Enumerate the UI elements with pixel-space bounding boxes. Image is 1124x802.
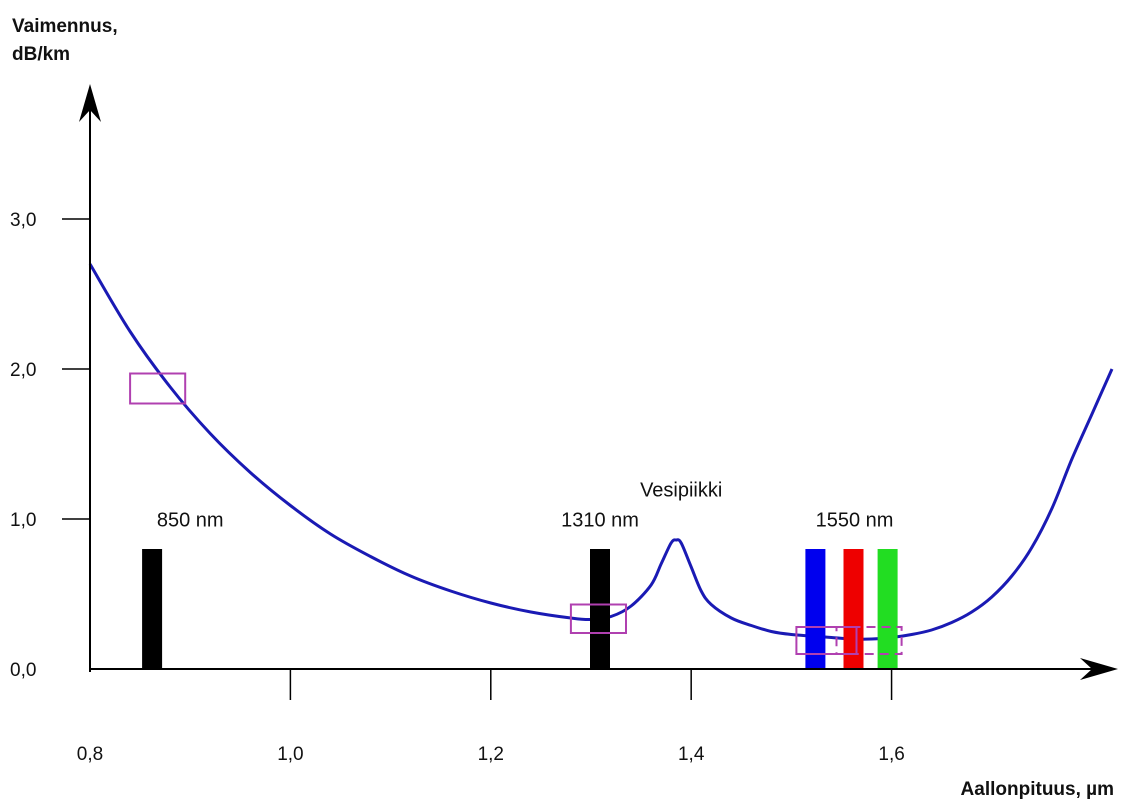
annotation-3: 1550 nm (816, 510, 894, 532)
x-tick-label-0: 0,8 (77, 744, 103, 765)
annotation-0: 850 nm (157, 510, 224, 532)
wavelength-bar-1 (590, 549, 610, 669)
wavelength-bar-0 (142, 549, 163, 669)
annotation-1: 1310 nm (561, 510, 639, 532)
y-tick-label-1: 1,0 (10, 510, 36, 531)
x-axis-title: Aallonpituus, µm (961, 779, 1114, 800)
curve-layer (88, 263, 1114, 641)
x-tick-label-2: 1,2 (478, 744, 504, 765)
marker-box-2 (795, 626, 858, 655)
marker-box-3 (835, 626, 903, 655)
y-axis-arrow (79, 84, 101, 122)
ticks-layer: 0,0 1,0 2,0 3,0 0,8 1,0 1,2 1,4 1,6 (10, 210, 905, 765)
y-axis-title-line-1: Vaimennus, (12, 16, 118, 37)
marker-box-1 (569, 603, 628, 634)
x-tick-label-1: 1,0 (277, 744, 303, 765)
axes-layer (79, 84, 1118, 680)
bars-layer (142, 549, 898, 669)
markers-layer (129, 372, 903, 655)
x-tick-label-4: 1,6 (878, 744, 904, 765)
y-tick-label-0: 0,0 (10, 660, 36, 681)
wavelength-bar-3 (843, 549, 864, 669)
y-tick-label-2: 2,0 (10, 360, 36, 381)
attenuation-curve-0 (88, 263, 1114, 641)
y-axis-title-line-2: dB/km (12, 44, 70, 65)
wavelength-bar-4 (877, 549, 898, 669)
x-axis-arrow (1080, 658, 1118, 680)
x-tick-label-3: 1,4 (678, 744, 705, 765)
y-tick-label-3: 3,0 (10, 210, 36, 231)
wavelength-bar-2 (805, 549, 826, 669)
marker-box-0 (129, 372, 187, 405)
annotation-2: Vesipiikki (640, 480, 722, 502)
